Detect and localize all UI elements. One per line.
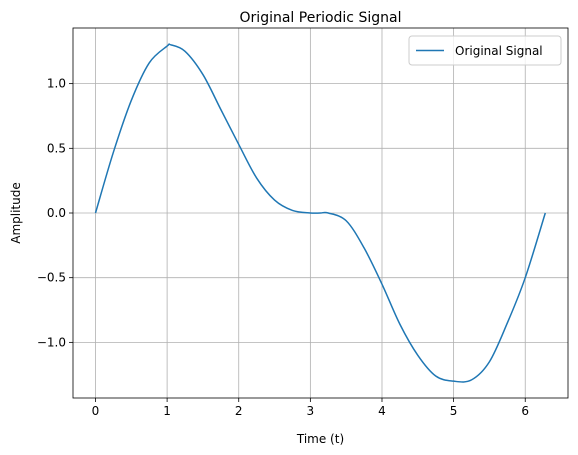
- x-tick-label: 1: [163, 404, 171, 418]
- x-tick-label: 2: [235, 404, 243, 418]
- grid: [73, 28, 568, 398]
- x-tick-label: 6: [521, 404, 529, 418]
- y-tick-label: 0.0: [47, 206, 66, 220]
- y-tick-label: −0.5: [37, 271, 66, 285]
- series-line-original-signal: [94, 43, 547, 383]
- y-axis-label: Amplitude: [9, 182, 23, 244]
- x-tick-label: 4: [378, 404, 386, 418]
- legend-label-original-signal: Original Signal: [455, 44, 543, 58]
- y-tick-label: 1.0: [47, 77, 66, 91]
- y-tick-label: 0.5: [47, 141, 66, 155]
- series-layer: [94, 43, 547, 383]
- x-axis-ticks: 0 1 2 3 4 5 6: [92, 398, 529, 418]
- x-tick-label: 0: [92, 404, 100, 418]
- legend-box: [408, 35, 562, 66]
- y-axis-ticks: −1.0 −0.5 0.0 0.5 1.0: [37, 77, 73, 349]
- chart-title: Original Periodic Signal: [240, 10, 402, 26]
- legend: Original Signal: [408, 35, 562, 66]
- x-axis-label: Time (t): [296, 432, 344, 446]
- x-tick-label: 5: [450, 404, 458, 418]
- x-tick-label: 3: [307, 404, 315, 418]
- y-tick-label: −1.0: [37, 335, 66, 349]
